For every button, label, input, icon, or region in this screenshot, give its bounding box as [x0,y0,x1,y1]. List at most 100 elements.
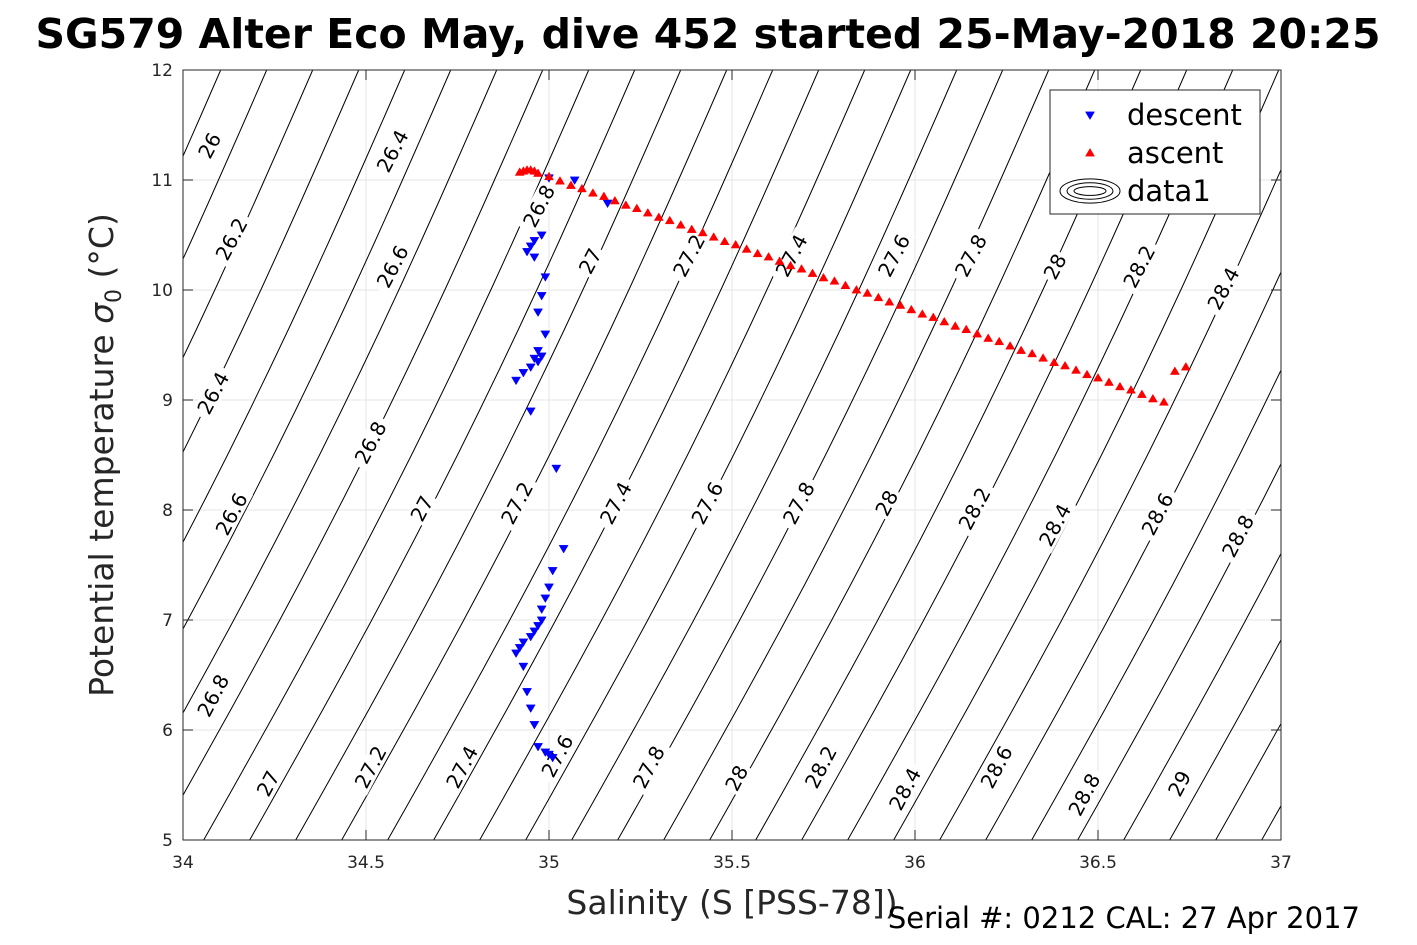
ascent-point [1027,348,1038,358]
ascent-point [697,227,708,237]
ascent-point [950,321,961,330]
descent-point [533,622,543,631]
descent-point [529,253,540,262]
ascent-point [730,239,741,249]
contour-label-bg [349,414,393,472]
contour-label-bg [349,738,393,796]
ascent-point [829,276,840,285]
calibration-footer: Serial #: 0212 CAL: 27 Apr 2017 [888,901,1360,935]
y-tick-label: 10 [151,281,173,301]
ascent-point [983,333,994,342]
ascent-point [785,260,796,270]
isopycnal-line [1169,638,1281,840]
descent-point [569,176,580,185]
ascent-point [1082,369,1092,379]
contour-label-bg [1136,485,1180,543]
isopycnal-line [433,70,820,840]
ascent-point [1180,362,1191,371]
descent-point [518,638,529,647]
x-tick-label: 37 [1270,853,1292,873]
isopycnal-line [183,70,268,261]
ascent-point [664,215,675,225]
ascent-point [1147,393,1158,403]
contour-label-bg [210,485,254,543]
ascent-point [840,280,851,289]
ascent-point [939,316,950,326]
descent-point [518,369,529,378]
descent-point [525,633,536,642]
ascent-point [653,212,664,221]
contour-label-bg [574,243,607,280]
legend-descent-marker [1085,111,1095,120]
contour-label-bg [872,227,916,285]
y-tick-label: 6 [162,721,173,741]
contour-label-bg [685,474,729,532]
ascent-point [928,312,939,321]
isopycnal-line [1285,30,1417,880]
isopycnal-line [295,70,682,840]
contour-label-bg [371,238,415,296]
descent-point [522,688,532,697]
ascent-point [818,272,829,282]
y-tick-label: 5 [162,831,173,851]
descent-point [540,330,551,339]
ascent-point [1005,341,1016,350]
ascent-point [675,220,686,229]
contour-label-bg [193,127,226,164]
descent-point [518,662,529,672]
x-tick-label: 36 [904,853,926,873]
x-axis-ticks: 34 34.5 35 35.5 36 36.5 37 [172,70,1292,873]
descent-point [533,308,543,317]
ascent-point [884,297,895,306]
isopycnal-line [0,30,146,880]
descent-point [602,199,613,209]
legend-ascent-marker [1085,148,1095,157]
isopycnal-line [341,70,728,840]
x-tick-label: 35.5 [713,853,751,873]
isopycnal-line [1123,552,1281,840]
isopycnal-line [525,70,912,840]
isopycnal-line [183,70,360,454]
descent-point [511,649,521,658]
contour-label-bg [406,490,438,527]
ascent-point [1049,357,1060,366]
ascent-point [577,183,587,193]
descent-point [533,743,543,752]
legend-box [1049,89,1261,215]
x-tick-label: 35 [538,853,560,873]
isopycnal-line [387,70,774,840]
ascent-point [708,232,719,241]
ascent-point [1136,389,1147,398]
contour-label-bg [1062,766,1106,824]
ascent-point [906,304,917,314]
contour-label-bg [594,474,638,532]
descent-point [511,376,521,386]
contour-label-bg [777,474,821,532]
ascent-point [598,191,609,200]
ascent-series [514,165,1191,406]
contour-label-bg [1033,496,1077,554]
isopycnal-line [203,70,590,840]
y-tick-label: 9 [162,391,173,411]
legend-descent-label: descent [1127,98,1242,132]
isopycnal-line [939,168,1281,840]
ascent-point [587,188,598,197]
contour-label-bg [720,760,753,797]
descent-point [529,237,540,246]
isopycnal-line [1031,369,1281,840]
legend: descent ascent data1 [1049,89,1261,215]
y-tick-label: 11 [151,171,173,191]
descent-point [544,583,554,592]
ascent-point [1104,377,1114,386]
isopycnal-line [571,70,958,840]
descent-point [522,248,532,257]
contour-label-bg [1117,238,1161,296]
contour-label-bg [535,727,579,785]
ascent-point [1071,365,1081,374]
descent-point [558,545,569,554]
ascent-point [895,300,906,309]
contour-label-bg [191,667,235,725]
descent-point [536,352,547,361]
descent-point [533,347,543,356]
y-tick-label: 7 [162,611,173,631]
